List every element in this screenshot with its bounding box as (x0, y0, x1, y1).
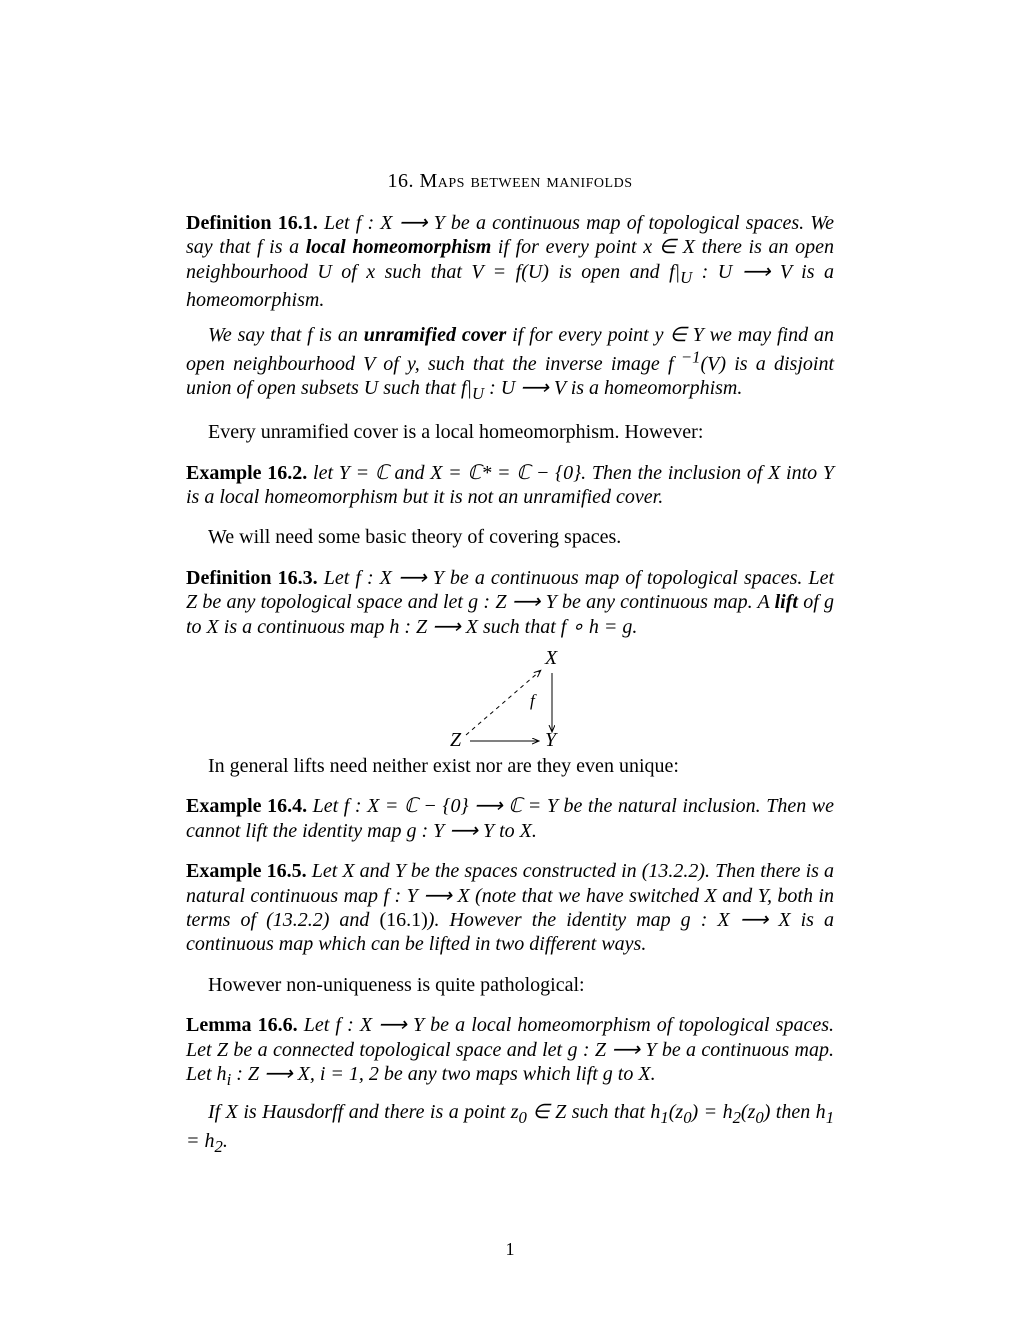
def-label-2: Definition 16.3. (186, 567, 318, 589)
example-16-2: Example 16.2. let Y = ℂ and X = ℂ* = ℂ −… (186, 461, 834, 510)
definition-16-3: Definition 16.3. Let f : X ⟶ Y be a cont… (186, 566, 834, 639)
lemma-label: Lemma 16.6. (186, 1014, 298, 1036)
diagram-node-z: Z (450, 729, 461, 752)
diagram-arrow-label-f: f (530, 691, 535, 711)
definition-16-1-p1: Definition 16.1. Let f : X ⟶ Y be a cont… (186, 211, 834, 313)
section-number: 16. (387, 170, 414, 192)
term-unramified-cover: unramified cover (364, 324, 507, 346)
diagram-node-x: X (545, 647, 557, 670)
remark-1: Every unramified cover is a local homeom… (186, 420, 834, 444)
lemma-body-2: If X is Hausdorff and there is a point z… (186, 1101, 834, 1151)
page-number: 1 (0, 1239, 1020, 1260)
ex-label: Example 16.2. (186, 462, 307, 484)
roman-ref: (16.1) (379, 909, 427, 931)
def-label: Definition 16.1. (186, 212, 318, 234)
page: 16. Maps between manifolds Definition 16… (0, 0, 1020, 1320)
term-lift: lift (775, 591, 798, 613)
example-16-4: Example 16.4. Let f : X = ℂ − {0} ⟶ ℂ = … (186, 794, 834, 843)
diagram-node-y: Y (545, 729, 556, 752)
term-local-homeomorphism: local homeomorphism (306, 236, 492, 258)
remark-3: In general lifts need neither exist nor … (186, 754, 834, 778)
lemma-16-6-p2: If X is Hausdorff and there is a point z… (186, 1100, 834, 1157)
def-body-2: We say that f is an unramified cover if … (186, 324, 834, 399)
commutative-diagram: X Y Z f (440, 649, 580, 754)
ex-label-3: Example 16.5. (186, 860, 307, 882)
remark-4: However non-uniqueness is quite patholog… (186, 973, 834, 997)
example-16-5: Example 16.5. Let X and Y be the spaces … (186, 859, 834, 957)
remark-2: We will need some basic theory of coveri… (186, 525, 834, 549)
section-heading: 16. Maps between manifolds (186, 170, 834, 193)
section-title-text: Maps between manifolds (419, 170, 632, 192)
definition-16-1-p2: We say that f is an unramified cover if … (186, 323, 834, 405)
ex-label-2: Example 16.4. (186, 795, 307, 817)
lemma-16-6-p1: Lemma 16.6. Let f : X ⟶ Y be a local hom… (186, 1013, 834, 1090)
